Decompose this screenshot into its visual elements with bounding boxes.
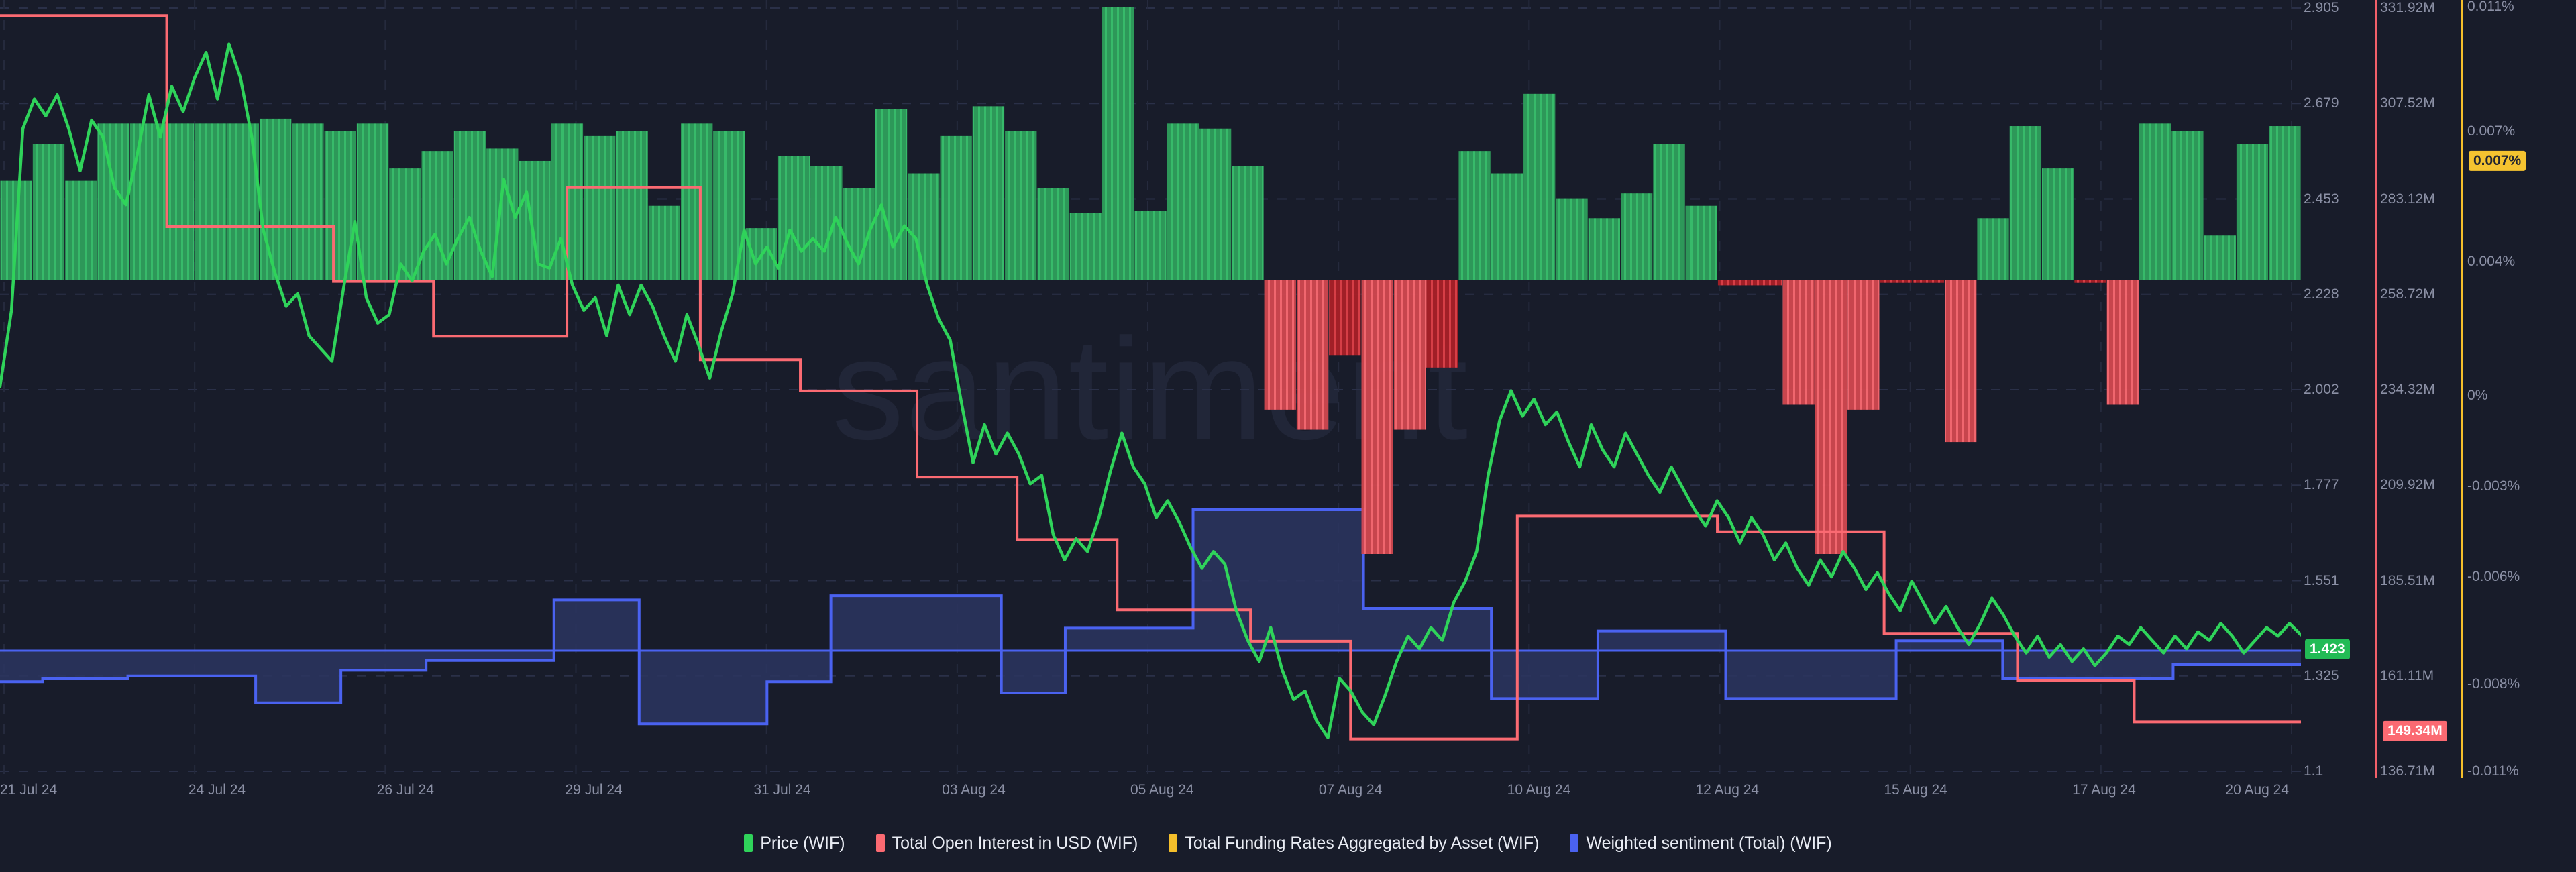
axis-tick-label: 1.777 — [2304, 477, 2339, 493]
legend-item[interactable]: Total Open Interest in USD (WIF) — [875, 833, 1138, 853]
axis-separator-open-interest — [2375, 0, 2377, 778]
axis-tick-label: 1.551 — [2304, 572, 2339, 588]
chart-legend: Price (WIF) Total Open Interest in USD (W… — [0, 829, 2576, 857]
axis-tick-label: 2.679 — [2304, 95, 2339, 111]
chart-canvas — [0, 0, 2301, 778]
x-axis-tick-label: 03 Aug 24 — [942, 782, 1006, 798]
x-axis-tick-label: 29 Jul 24 — [565, 782, 623, 798]
legend-swatch-icon — [875, 834, 885, 852]
axis-separator-funding — [2461, 0, 2463, 778]
legend-item[interactable]: Price (WIF) — [744, 834, 845, 853]
axis-tick-label: 2.905 — [2304, 0, 2339, 15]
axis-tick-label: -0.011% — [2467, 763, 2519, 779]
axis-tick-label: -0.008% — [2467, 676, 2520, 692]
axis-tick-label: 283.12M — [2380, 190, 2435, 207]
x-axis-tick-label: 31 Jul 24 — [753, 782, 811, 798]
axis-tick-label: 331.92M — [2380, 0, 2435, 15]
legend-item-label: Weighted sentiment (Total) (WIF) — [1586, 833, 1832, 853]
funding-value-tag: 0.007% — [2469, 150, 2526, 172]
axis-tick-label: 258.72M — [2380, 286, 2435, 302]
legend-swatch-icon — [744, 834, 753, 852]
axis-tick-label: -0.006% — [2467, 569, 2520, 584]
chart-plot-area[interactable]: santiment — [0, 0, 2301, 778]
open-interest-value-tag: 149.34M — [2383, 720, 2447, 742]
axis-tick-label: 307.52M — [2380, 95, 2435, 111]
x-axis-tick-label: 24 Jul 24 — [188, 782, 246, 798]
legend-item[interactable]: Weighted sentiment (Total) (WIF) — [1570, 833, 1832, 853]
legend-item-label: Total Open Interest in USD (WIF) — [892, 833, 1138, 853]
price-value-tag: 1.423 — [2305, 639, 2350, 660]
axis-tick-label: 161.11M — [2380, 667, 2434, 684]
y-axis-open-interest: 331.92M 307.52M 283.12M 258.72M 234.32M 209.9… — [2380, 0, 2461, 779]
axis-tick-label: 185.51M — [2380, 572, 2435, 588]
axis-tick-label: 234.32M — [2380, 382, 2435, 397]
x-axis-tick-label: 12 Aug 24 — [1695, 782, 1760, 798]
legend-item[interactable]: Total Funding Rates Aggregated by Asset … — [1169, 834, 1539, 853]
axis-tick-label: 209.92M — [2380, 477, 2435, 493]
x-axis-tick-label: 10 Aug 24 — [1507, 782, 1571, 798]
x-axis-tick-label: 15 Aug 24 — [1884, 782, 1947, 798]
x-axis-tick-label: 21 Jul 24 — [0, 782, 58, 798]
legend-item-label: Total Funding Rates Aggregated by Asset … — [1185, 833, 1540, 853]
legend-item-label: Price (WIF) — [760, 833, 845, 853]
legend-swatch-icon — [1570, 834, 1579, 852]
axis-tick-label: 1.325 — [2304, 667, 2339, 684]
axis-tick-label: -0.003% — [2467, 478, 2520, 494]
axis-tick-label: 136.71M — [2380, 763, 2435, 779]
axis-tick-label: 0.011% — [2467, 0, 2514, 14]
x-axis-tick-label: 07 Aug 24 — [1318, 782, 1383, 798]
axis-tick-label: 2.453 — [2304, 190, 2339, 207]
axis-tick-label: 0.004% — [2467, 254, 2516, 269]
x-axis-tick-label: 20 Aug 24 — [2225, 782, 2289, 798]
y-axis-price: 2.905 2.679 2.453 2.228 2.002 1.777 1.551 1.325… — [2304, 0, 2371, 779]
axis-tick-label: 0% — [2467, 388, 2488, 403]
x-axis-dates: 21 Jul 24 24 Jul 24 26 Jul 24 29 Jul 24 31 J… — [0, 778, 2301, 808]
x-axis-tick-label: 17 Aug 24 — [2072, 782, 2136, 798]
axis-tick-label: 2.228 — [2304, 286, 2339, 302]
y-axis-funding-rate: 0.011% 0.007% 0.004% 0% -0.003% -0.006% -0.008… — [2467, 0, 2555, 779]
axis-tick-label: 2.002 — [2304, 382, 2339, 397]
x-axis-tick-label: 26 Jul 24 — [376, 782, 434, 798]
legend-swatch-icon — [1169, 834, 1178, 852]
axis-tick-label: 0.007% — [2467, 123, 2516, 139]
axis-tick-label: 1.1 — [2304, 763, 2324, 779]
x-axis-tick-label: 05 Aug 24 — [1130, 782, 1194, 798]
